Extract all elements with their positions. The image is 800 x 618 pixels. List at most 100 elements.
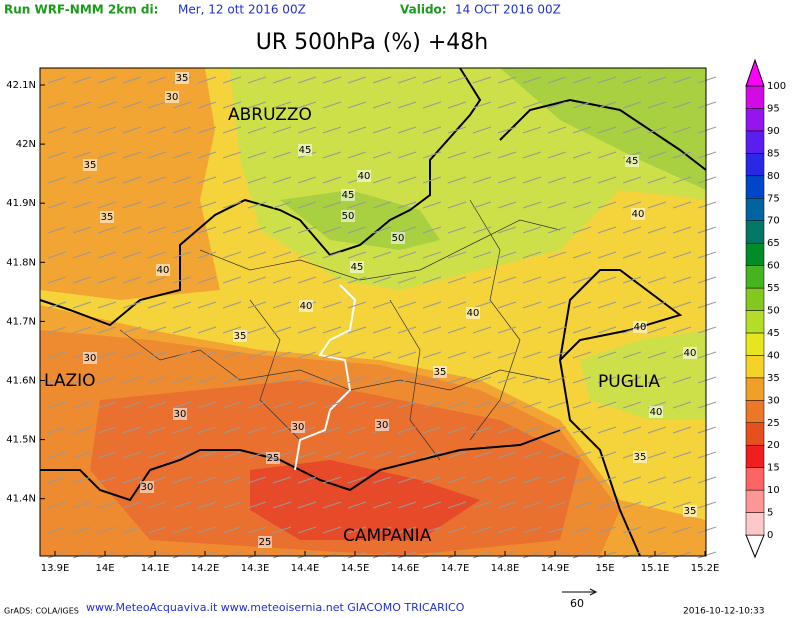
x-axis-label: 15.1E — [641, 563, 670, 574]
wind-arrow — [372, 551, 392, 559]
wind-arrow — [447, 76, 467, 84]
wind-arrow — [347, 551, 367, 559]
wind-arrow — [147, 526, 167, 534]
wind-arrow — [547, 276, 567, 284]
wind-arrow — [222, 551, 242, 559]
wind-arrow — [397, 551, 417, 559]
wind-arrow — [347, 126, 367, 134]
wind-arrow — [297, 76, 317, 84]
wind-arrow — [622, 426, 642, 434]
wind-arrow — [547, 151, 567, 159]
wind-arrow — [272, 76, 292, 84]
colorbar-box — [745, 332, 765, 356]
wind-arrow — [522, 451, 542, 459]
x-axis-label: 14.3E — [241, 563, 270, 574]
wind-arrow — [147, 501, 167, 509]
colorbar-label: 95 — [767, 103, 780, 114]
wind-arrow — [447, 201, 467, 209]
wind-arrow — [122, 476, 142, 484]
run-date: Mer, 12 ott 2016 00Z — [178, 3, 306, 17]
wind-arrow — [122, 101, 142, 109]
wind-arrow — [347, 451, 367, 459]
wind-arrow — [222, 426, 242, 434]
wind-arrow — [47, 351, 67, 359]
contour-label: 40 — [650, 407, 663, 418]
wind-arrow — [172, 151, 192, 159]
wind-arrow — [372, 101, 392, 109]
wind-arrow — [497, 551, 517, 559]
wind-arrow — [147, 201, 167, 209]
wind-arrow — [297, 526, 317, 534]
y-axis-label: 42.1N — [6, 80, 36, 91]
wind-arrow — [122, 76, 142, 84]
wind-arrow — [572, 301, 592, 309]
wind-arrow — [597, 401, 617, 409]
wind-arrow — [522, 76, 542, 84]
timestamp: 2016-10-12-10:33 — [683, 607, 765, 617]
wind-arrow — [547, 176, 567, 184]
wind-arrow — [647, 226, 667, 234]
wind-arrow — [197, 76, 217, 84]
wind-arrow — [222, 451, 242, 459]
wind-arrow — [597, 351, 617, 359]
colorbar-label: 10 — [767, 485, 780, 496]
wind-arrow — [372, 301, 392, 309]
wind-arrow — [397, 276, 417, 284]
wind-arrow — [422, 426, 442, 434]
colorbar-label: 35 — [767, 373, 780, 384]
wind-arrow — [622, 201, 642, 209]
wind-arrow — [97, 101, 117, 109]
wind-arrow — [322, 476, 342, 484]
wind-arrow — [572, 101, 592, 109]
wind-arrow — [347, 326, 367, 334]
wind-arrow — [322, 426, 342, 434]
wind-arrow — [672, 526, 692, 534]
wind-arrow — [372, 151, 392, 159]
wind-arrow — [197, 476, 217, 484]
contour-label: 40 — [634, 322, 647, 333]
wind-arrow — [647, 126, 667, 134]
colorbar-label: 90 — [767, 126, 780, 137]
contour-label: 30 — [84, 353, 97, 364]
contour-label-bg — [291, 421, 305, 433]
wind-arrow — [597, 201, 617, 209]
x-axis-label: 14.2E — [191, 563, 220, 574]
wind-arrow — [72, 501, 92, 509]
wind-arrow — [472, 451, 492, 459]
wind-arrow — [497, 376, 517, 384]
wind-arrow — [447, 526, 467, 534]
colorbar-label: 70 — [767, 216, 780, 227]
wind-arrow — [547, 326, 567, 334]
wind-arrow — [597, 101, 617, 109]
wind-arrow — [622, 176, 642, 184]
wind-arrow — [247, 76, 267, 84]
wind-arrow — [97, 451, 117, 459]
wind-arrow — [697, 451, 717, 459]
wind-arrow — [447, 351, 467, 359]
wind-arrow — [497, 451, 517, 459]
wind-arrow — [222, 501, 242, 509]
wind-arrow — [247, 176, 267, 184]
wind-arrow — [372, 526, 392, 534]
wind-arrow — [697, 401, 717, 409]
wind-arrow — [672, 276, 692, 284]
colorbar-box — [745, 85, 765, 109]
wind-arrow — [97, 526, 117, 534]
wind-arrow — [172, 326, 192, 334]
y-axis-label: 42N — [16, 139, 36, 150]
wind-arrow — [497, 526, 517, 534]
wind-arrow — [647, 151, 667, 159]
field-40-45 — [580, 330, 706, 420]
wind-arrow — [47, 226, 67, 234]
wind-arrow — [372, 476, 392, 484]
x-axis-label: 14E — [95, 563, 114, 574]
wind-arrow — [72, 151, 92, 159]
wind-arrow — [522, 526, 542, 534]
wind-arrow — [297, 351, 317, 359]
wind-arrow — [147, 151, 167, 159]
wind-arrow — [122, 126, 142, 134]
wind-arrow — [622, 101, 642, 109]
wind-arrow — [622, 351, 642, 359]
wind-arrow — [97, 326, 117, 334]
wind-arrow — [497, 301, 517, 309]
